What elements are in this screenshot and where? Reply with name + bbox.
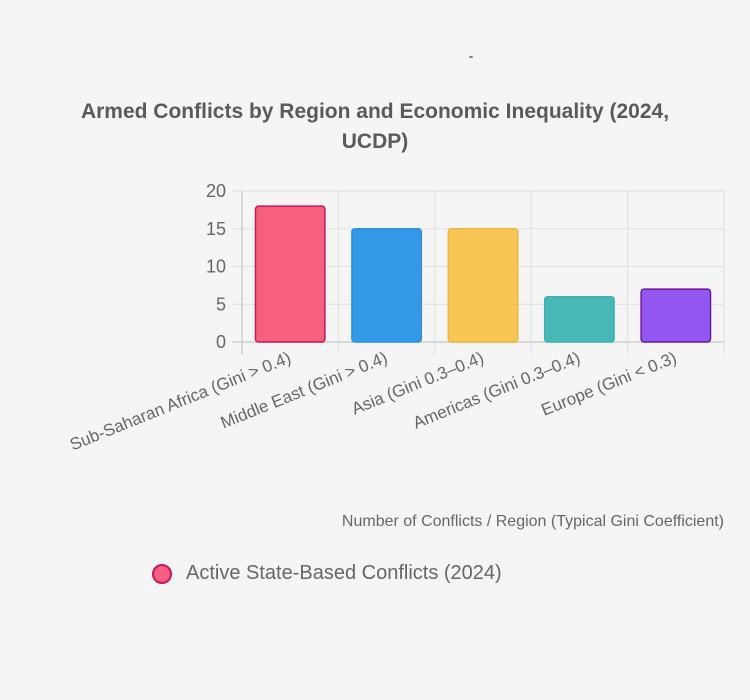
y-tick-label: 10 bbox=[206, 257, 226, 277]
bar[interactable] bbox=[254, 205, 326, 343]
bars bbox=[254, 205, 712, 343]
y-tick-label: 15 bbox=[206, 219, 226, 239]
bar[interactable] bbox=[640, 288, 712, 343]
y-axis-ticks: 0 5 10 15 20 bbox=[206, 181, 226, 352]
legend-label: Active State-Based Conflicts (2024) bbox=[186, 562, 502, 584]
bar[interactable] bbox=[447, 228, 519, 343]
y-tick-label: 0 bbox=[216, 332, 226, 352]
bar[interactable] bbox=[351, 228, 423, 343]
decorative-dot bbox=[469, 56, 473, 58]
y-tick-label: 20 bbox=[206, 181, 226, 201]
legend[interactable]: Active State-Based Conflicts (2024) bbox=[152, 562, 502, 585]
x-tick-label: Middle East (Gini > 0.4) bbox=[218, 348, 390, 432]
chart-title: Armed Conflicts by Region and Economic I… bbox=[0, 97, 750, 157]
chart-title-line-2: UCDP) bbox=[341, 130, 409, 153]
legend-swatch-icon bbox=[152, 563, 172, 584]
y-tick-label: 5 bbox=[216, 294, 226, 314]
bar[interactable] bbox=[543, 295, 615, 343]
x-axis-labels: Sub-Saharan Africa (Gini > 0.4)Middle Ea… bbox=[67, 348, 679, 454]
chart-title-line-1: Armed Conflicts by Region and Economic I… bbox=[80, 100, 670, 123]
x-tick-label: Americas (Gini 0.3–0.4) bbox=[410, 348, 583, 433]
x-axis-title: Number of Conflicts / Region (Typical Gi… bbox=[341, 513, 724, 530]
